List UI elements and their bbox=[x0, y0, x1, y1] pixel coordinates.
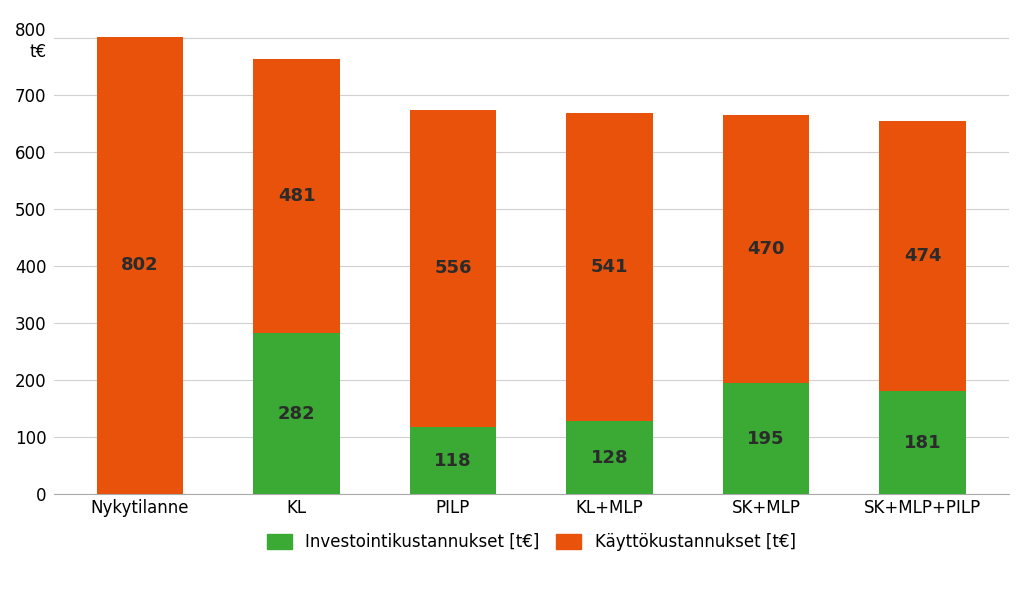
Bar bbox=[410, 427, 496, 494]
Text: 541: 541 bbox=[591, 258, 629, 276]
Text: 181: 181 bbox=[904, 434, 941, 451]
Text: 128: 128 bbox=[591, 449, 629, 467]
Bar bbox=[723, 383, 809, 494]
Bar bbox=[254, 59, 340, 333]
Text: 802: 802 bbox=[121, 256, 159, 274]
Text: 470: 470 bbox=[748, 240, 784, 258]
Bar bbox=[410, 109, 496, 427]
Legend: Investointikustannukset [t€], Käyttökustannukset [t€]: Investointikustannukset [t€], Käyttökust… bbox=[260, 526, 803, 558]
Bar bbox=[566, 113, 652, 421]
Text: 195: 195 bbox=[748, 430, 784, 448]
Text: 474: 474 bbox=[904, 247, 941, 265]
Bar bbox=[723, 115, 809, 383]
Bar bbox=[566, 421, 652, 494]
Text: 282: 282 bbox=[278, 405, 315, 423]
Bar bbox=[880, 391, 966, 494]
Bar bbox=[254, 333, 340, 494]
Bar bbox=[97, 37, 183, 494]
Text: 556: 556 bbox=[434, 260, 472, 277]
Bar bbox=[880, 121, 966, 391]
Text: 481: 481 bbox=[278, 187, 315, 205]
Text: 118: 118 bbox=[434, 451, 472, 470]
